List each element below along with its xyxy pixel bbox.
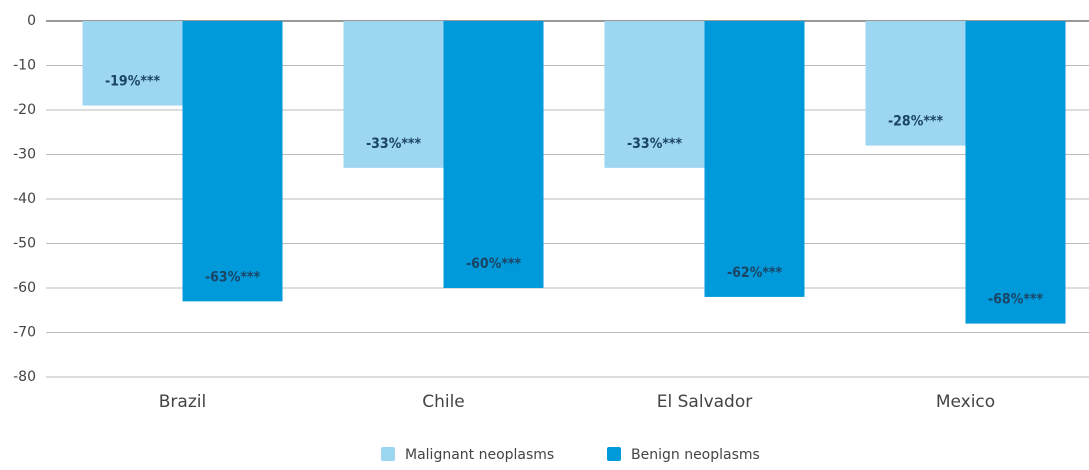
y-tick-label: 0: [27, 13, 36, 29]
y-tick-label: -40: [13, 191, 36, 207]
y-tick-label: -20: [13, 102, 36, 118]
y-tick-label: -30: [13, 147, 36, 163]
value-label: -33%***: [627, 136, 683, 152]
y-tick-label: -10: [13, 58, 36, 74]
value-label: -33%***: [366, 136, 422, 152]
legend-swatch: [381, 447, 395, 461]
x-tick-label: El Salvador: [657, 392, 752, 412]
value-label: -62%***: [727, 265, 783, 281]
y-tick-label: -50: [13, 236, 36, 252]
value-label: -60%***: [466, 256, 522, 272]
bar: [704, 21, 805, 297]
value-label: -68%***: [988, 292, 1044, 308]
x-tick-label: Chile: [422, 392, 465, 412]
bar: [604, 21, 705, 168]
value-label: -19%***: [105, 74, 161, 90]
legend-swatch: [607, 447, 621, 461]
bar: [82, 21, 183, 106]
y-tick-label: -70: [13, 325, 36, 341]
legend-label: Malignant neoplasms: [405, 447, 554, 463]
value-label: -28%***: [888, 114, 944, 130]
y-tick-label: -60: [13, 280, 36, 296]
x-tick-label: Mexico: [936, 392, 995, 412]
bar: [865, 21, 966, 146]
value-label: -63%***: [205, 269, 261, 285]
x-tick-label: Brazil: [159, 392, 206, 412]
bar: [965, 21, 1066, 324]
y-tick-label: -80: [13, 369, 36, 385]
bar: [182, 21, 283, 302]
legend-label: Benign neoplasms: [631, 447, 760, 463]
bar: [443, 21, 544, 288]
bar: [343, 21, 444, 168]
